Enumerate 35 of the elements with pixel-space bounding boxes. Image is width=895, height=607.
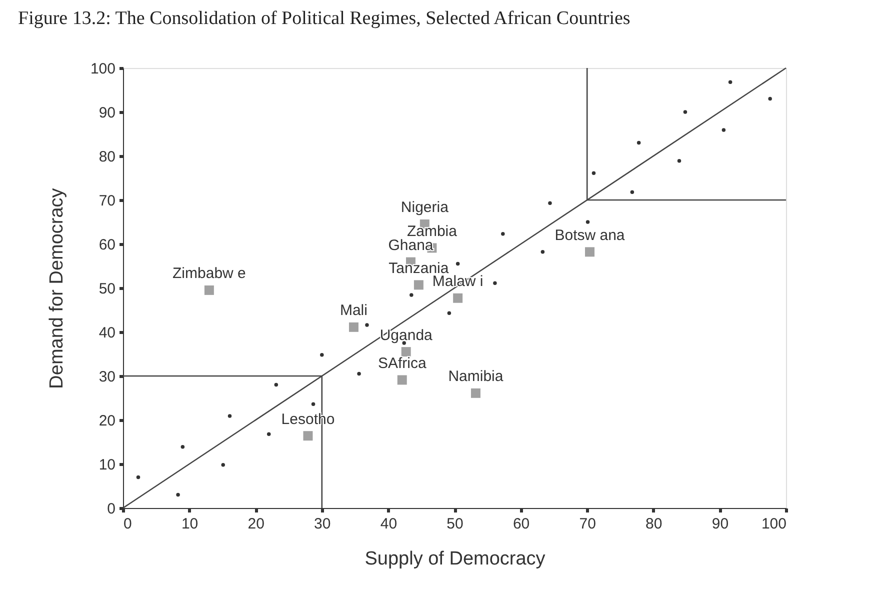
x-tick-label: 20 — [248, 516, 264, 532]
x-tick-label: 70 — [579, 516, 596, 532]
y-tick-label: 60 — [98, 236, 116, 254]
data-label: Tanzania — [388, 260, 450, 277]
y-tick-label: 0 — [107, 500, 116, 518]
x-tick-label: 10 — [181, 516, 198, 532]
x-axis-title: Supply of Democracy — [364, 548, 546, 570]
x-tick-label: 90 — [712, 516, 729, 532]
y-tick-label: 70 — [98, 192, 116, 210]
x-tick-label: 80 — [646, 516, 662, 532]
y-tick-label: 10 — [98, 456, 116, 474]
x-tick-label: 0 — [124, 516, 132, 532]
y-axis-title: Demand for Democracy — [46, 188, 68, 389]
chart-title: Figure 13.2: The Consolidation of Political Regimes, Selected African Countries — [18, 8, 630, 29]
x-tick-label: 60 — [512, 516, 530, 532]
x-tick-label: 50 — [446, 516, 464, 532]
data-label: Ghana — [388, 237, 434, 254]
data-label: SAfrica — [378, 354, 427, 372]
y-tick-label: 20 — [98, 412, 116, 430]
y-tick-label: 90 — [98, 104, 116, 122]
y-tick-label: 50 — [98, 280, 116, 298]
data-label: Mali — [340, 302, 368, 320]
y-tick-label: 30 — [98, 368, 116, 386]
y-tick-label: 100 — [90, 60, 116, 78]
data-label: Uganda — [380, 326, 434, 344]
x-tick-label: 40 — [380, 516, 398, 532]
data-label: Zambia — [406, 222, 458, 240]
x-tick-label: 30 — [314, 516, 331, 532]
y-tick-label: 80 — [98, 148, 116, 166]
data-label: Botsw ana — [554, 226, 626, 244]
x-tick-label: 100 — [761, 516, 786, 532]
data-label: Namibia — [448, 368, 504, 386]
y-tick-label: 40 — [98, 324, 116, 342]
data-label: Nigeria — [400, 199, 450, 216]
data-label: Zimbabw e — [172, 265, 246, 282]
